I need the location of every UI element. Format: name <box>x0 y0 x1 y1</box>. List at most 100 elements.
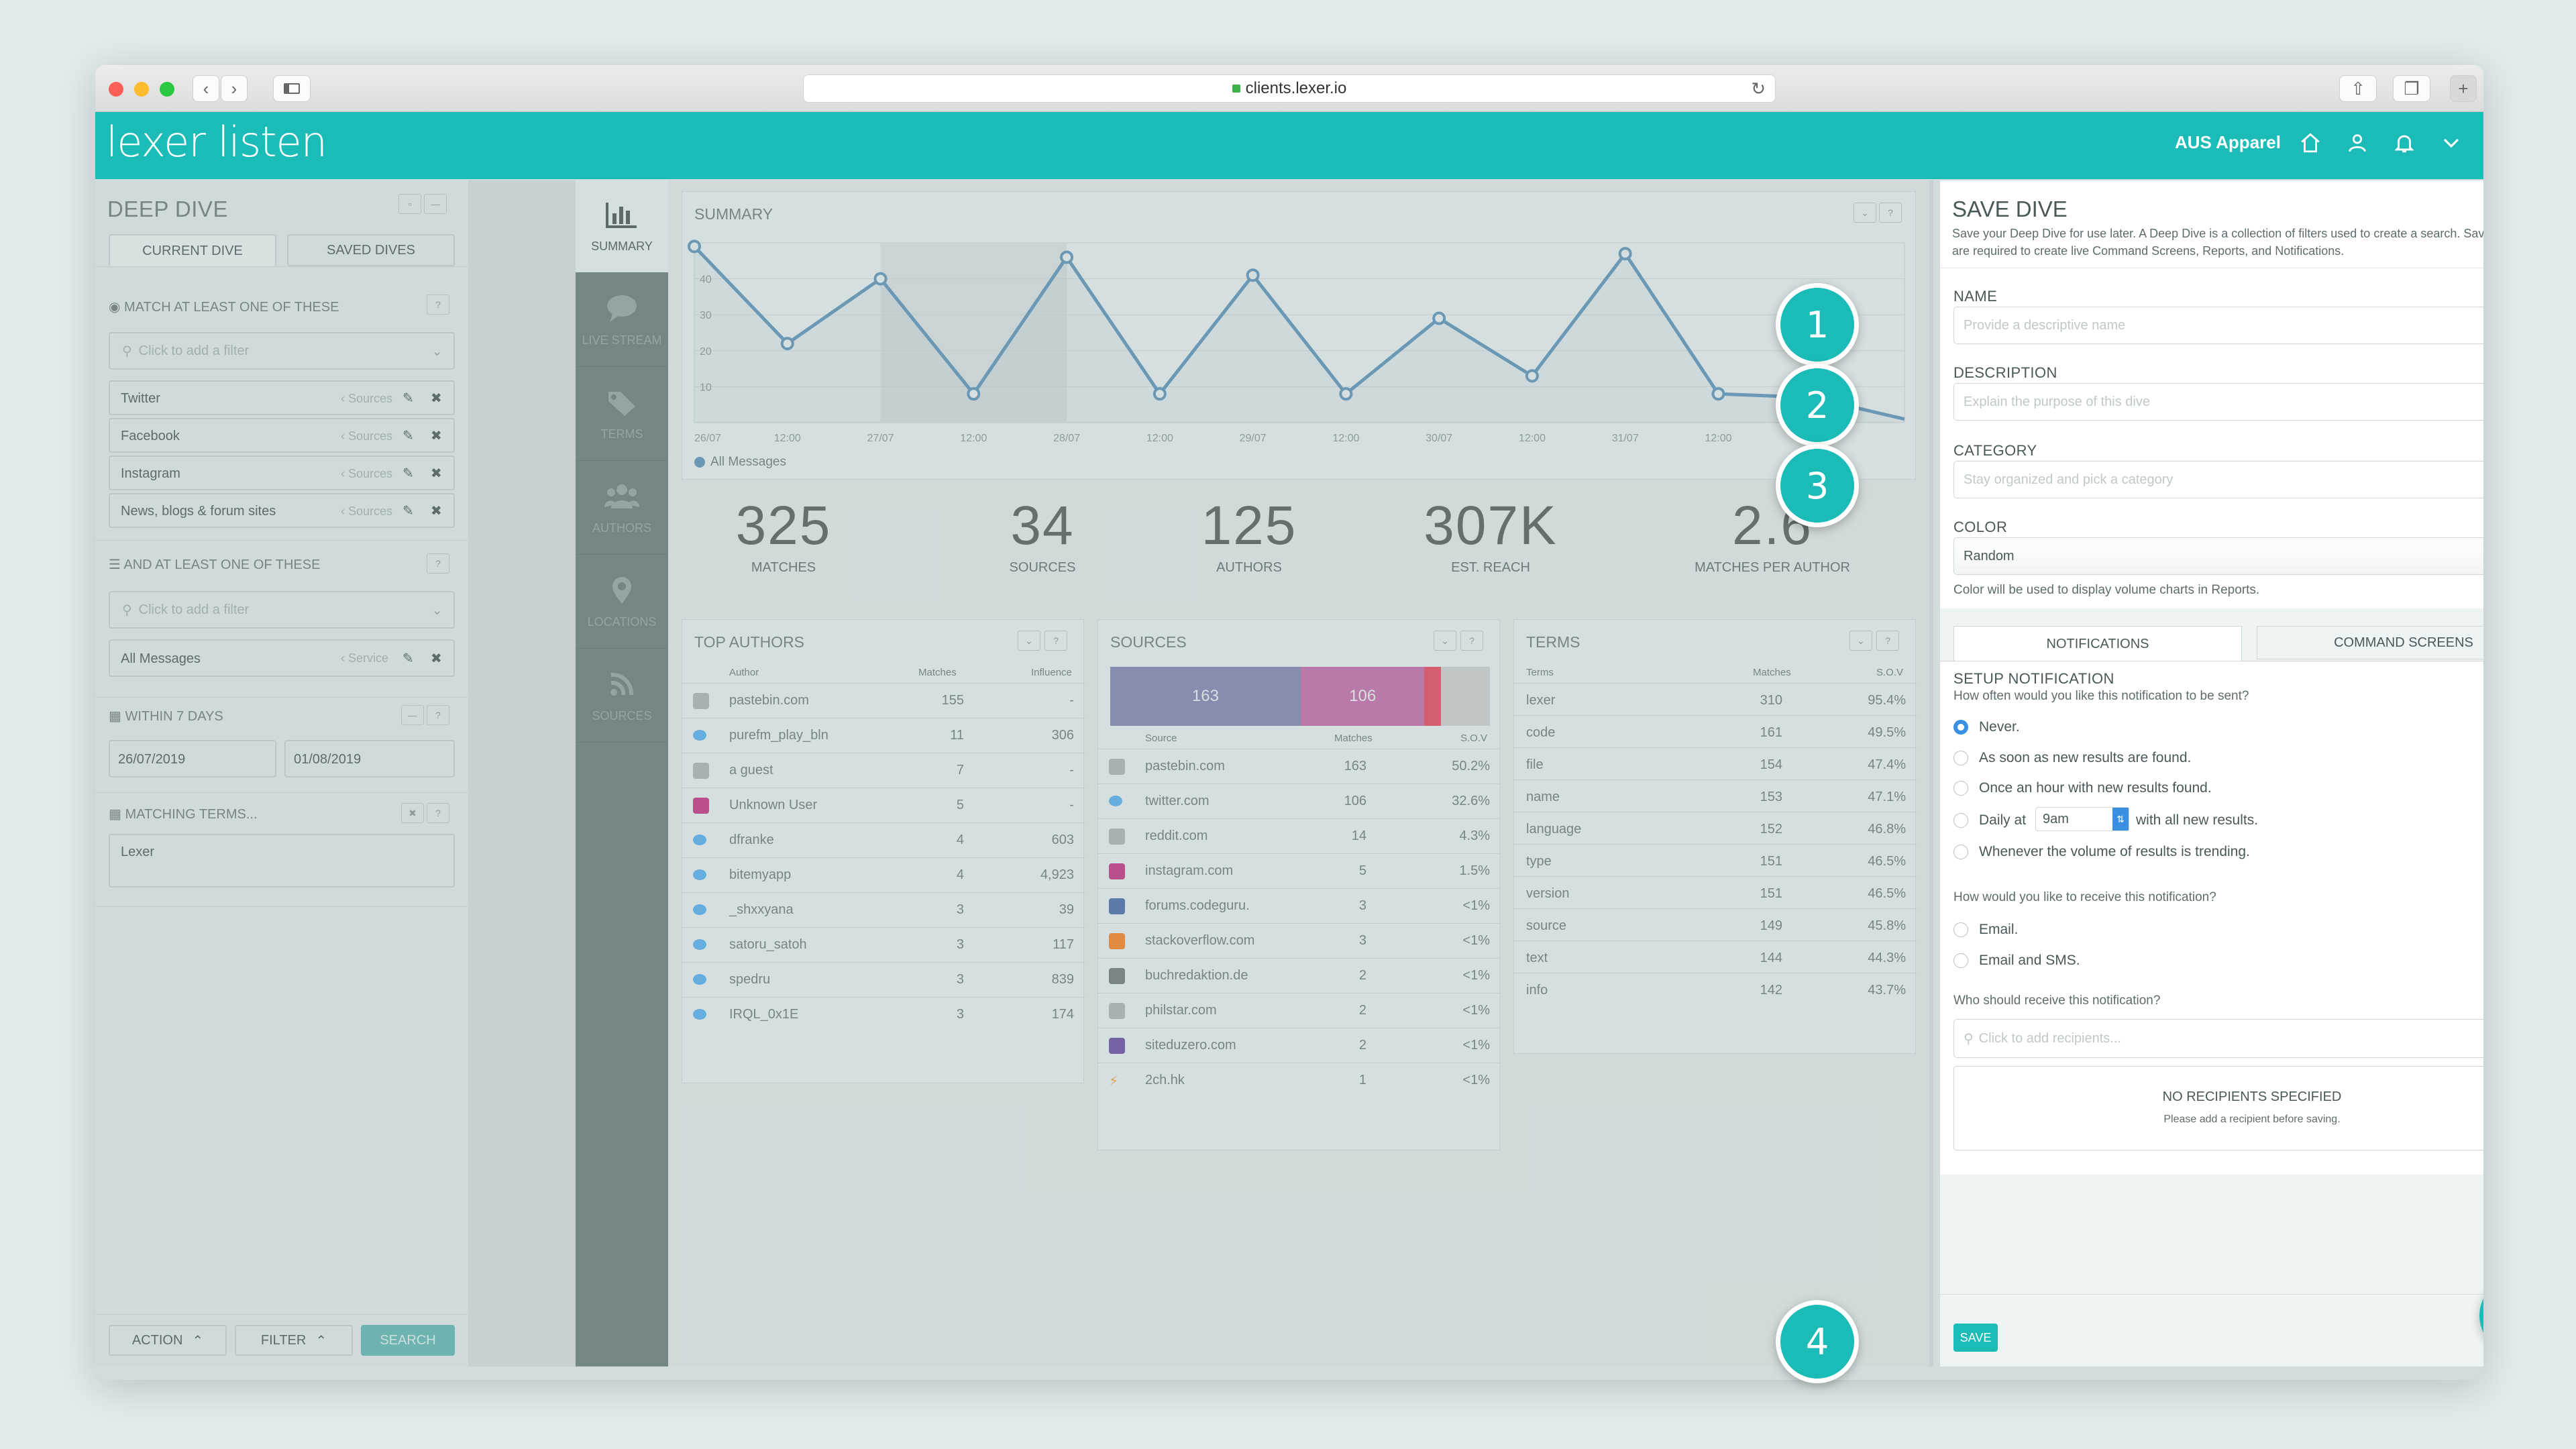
source-filter-input[interactable]: ⚲ Click to add a filter ⌄ <box>109 332 455 370</box>
back-button[interactable]: ‹ <box>193 75 219 102</box>
frequency-radio[interactable] <box>1953 751 1968 765</box>
remove-icon[interactable]: ✖ <box>431 504 442 519</box>
minimize-window-button[interactable] <box>134 82 149 97</box>
table-row[interactable]: file 154 47.4% <box>1514 747 1917 780</box>
table-row[interactable]: info 142 43.7% <box>1514 973 1917 1005</box>
sources-bar-segment[interactable]: 163 <box>1110 667 1301 726</box>
table-row[interactable]: philstar.com 2 <1% <box>1098 993 1501 1028</box>
pencil-icon[interactable]: ✎ <box>402 466 414 481</box>
matching-terms-textarea[interactable]: Lexer <box>109 834 455 888</box>
sources-bar-segment[interactable] <box>1440 667 1490 726</box>
bell-icon[interactable] <box>2390 128 2419 158</box>
tab-command-screens[interactable]: COMMAND SCREENS <box>2257 626 2483 659</box>
table-row[interactable]: source 149 45.8% <box>1514 908 1917 941</box>
table-row[interactable]: language 152 46.8% <box>1514 812 1917 844</box>
chevron-down-icon[interactable]: ⌄ <box>1434 631 1456 651</box>
sidebar-toggle-button[interactable] <box>273 75 311 102</box>
logo[interactable]: lexer listen <box>106 117 327 166</box>
nav-sources[interactable]: SOURCES <box>576 650 668 743</box>
table-row[interactable]: IRQL_0x1E 3 174 <box>682 997 1085 1032</box>
source-filter-item[interactable]: Instagram ‹ Sources ✎ ✖ <box>109 455 455 490</box>
table-row[interactable]: instagram.com 5 1.5% <box>1098 853 1501 888</box>
table-row[interactable]: purefm_play_bln 11 306 <box>682 718 1085 753</box>
table-row[interactable]: reddit.com 14 4.3% <box>1098 818 1501 853</box>
frequency-option-label[interactable]: Whenever the volume of results is trendi… <box>1979 844 2250 859</box>
frequency-radio[interactable] <box>1953 720 1968 735</box>
help-button[interactable]: ? <box>1460 631 1483 651</box>
user-icon[interactable] <box>2343 128 2372 158</box>
pencil-icon[interactable]: ✎ <box>402 429 414 443</box>
nav-authors[interactable]: AUTHORS <box>576 462 668 555</box>
collapse-panel-button[interactable]: — <box>424 194 447 214</box>
table-row[interactable]: forums.codeguru. 3 <1% <box>1098 888 1501 923</box>
chevron-down-icon[interactable] <box>2436 128 2466 158</box>
reload-icon[interactable]: ↻ <box>1751 78 1766 99</box>
close-window-button[interactable] <box>109 82 123 97</box>
frequency-option-label[interactable]: Once an hour with new results found. <box>1979 780 2212 796</box>
forward-button[interactable]: › <box>221 75 248 102</box>
source-filter-item[interactable]: Twitter ‹ Sources ✎ ✖ <box>109 380 455 415</box>
table-row[interactable]: type 151 46.5% <box>1514 844 1917 876</box>
summary-line-chart[interactable]: 10 20 30 40 26/07 12:00 27/07 12:00 28/07 12:00 29… <box>682 192 1917 467</box>
date-to-field[interactable]: 01/08/2019 <box>284 740 455 777</box>
help-button[interactable]: ? <box>427 705 449 725</box>
table-row[interactable]: twitter.com 106 32.6% <box>1098 784 1501 818</box>
receive-radio[interactable] <box>1953 953 1968 968</box>
date-from-field[interactable]: 26/07/2019 <box>109 740 276 777</box>
category-field[interactable]: Stay organized and pick a category <box>1953 461 2483 498</box>
collapse-button[interactable]: — <box>401 705 424 725</box>
table-row[interactable]: lexer 310 95.4% <box>1514 683 1917 715</box>
maximize-window-button[interactable] <box>160 82 174 97</box>
action-button[interactable]: ACTION ⌃ <box>109 1325 227 1356</box>
daily-time-select[interactable]: 9am ⇅ <box>2035 807 2129 831</box>
table-row[interactable]: code 161 49.5% <box>1514 715 1917 747</box>
nav-terms[interactable]: TERMS <box>576 368 668 461</box>
search-button[interactable]: SEARCH <box>361 1325 455 1356</box>
nav-locations[interactable]: LOCATIONS <box>576 556 668 649</box>
remove-icon[interactable]: ✖ <box>431 391 442 406</box>
minimize-panel-button[interactable]: ▫ <box>398 194 421 214</box>
frequency-option-label[interactable]: As soon as new results are found. <box>1979 750 2192 765</box>
sources-stacked-bar[interactable]: 163 106 <box>1110 667 1490 726</box>
table-row[interactable]: a guest 7 - <box>682 753 1085 788</box>
pencil-icon[interactable]: ✎ <box>402 391 414 406</box>
frequency-radio[interactable] <box>1953 845 1968 859</box>
help-button[interactable]: ? <box>1879 203 1902 223</box>
help-button[interactable]: ? <box>1876 631 1899 651</box>
new-tab-button[interactable]: + <box>2450 75 2477 102</box>
home-icon[interactable] <box>2296 128 2325 158</box>
table-row[interactable]: pastebin.com 155 - <box>682 683 1085 718</box>
nav-summary[interactable]: SUMMARY <box>576 180 668 273</box>
chevron-down-icon[interactable]: ⌄ <box>1854 203 1876 223</box>
tab-current-dive[interactable]: CURRENT DIVE <box>109 234 276 266</box>
table-row[interactable]: text 144 44.3% <box>1514 941 1917 973</box>
service-filter-input[interactable]: ⚲ Click to add a filter ⌄ <box>109 591 455 629</box>
pencil-icon[interactable]: ✎ <box>402 504 414 519</box>
help-button[interactable]: ? <box>427 553 449 574</box>
remove-icon[interactable]: ✖ <box>431 429 442 443</box>
source-filter-item[interactable]: News, blogs & forum sites ‹ Sources ✎ ✖ <box>109 493 455 528</box>
help-button[interactable]: ? <box>1044 631 1067 651</box>
table-row[interactable]: spedru 3 839 <box>682 962 1085 997</box>
table-row[interactable]: stackoverflow.com 3 <1% <box>1098 923 1501 958</box>
pencil-icon[interactable]: ✎ <box>402 651 414 666</box>
recipients-input[interactable]: ⚲ Click to add recipients... ⌃ <box>1953 1019 2483 1058</box>
chat-widget-button[interactable] <box>2479 1278 2483 1353</box>
table-row[interactable]: pastebin.com 163 50.2% <box>1098 749 1501 784</box>
frequency-radio[interactable] <box>1953 813 1968 828</box>
tab-notifications[interactable]: NOTIFICATIONS <box>1953 626 2242 662</box>
chevron-down-icon[interactable]: ⌄ <box>1849 631 1872 651</box>
table-row[interactable]: name 153 47.1% <box>1514 780 1917 812</box>
frequency-radio[interactable] <box>1953 781 1968 796</box>
chevron-down-icon[interactable]: ⌄ <box>1018 631 1040 651</box>
receive-radio[interactable] <box>1953 922 1968 937</box>
service-filter-item[interactable]: All Messages ‹ Service ✎ ✖ <box>109 639 455 677</box>
sources-bar-segment[interactable] <box>1424 667 1441 726</box>
receive-option-label[interactable]: Email. <box>1979 922 2019 937</box>
tabs-button[interactable]: ❐ <box>2393 75 2430 102</box>
name-field[interactable]: Provide a descriptive name <box>1953 307 2483 344</box>
table-row[interactable]: ⚡ 2ch.hk 1 <1% <box>1098 1063 1501 1097</box>
source-filter-item[interactable]: Facebook ‹ Sources ✎ ✖ <box>109 418 455 453</box>
nav-live-stream[interactable]: LIVE STREAM <box>576 274 668 367</box>
remove-button[interactable]: ✖ <box>401 803 424 823</box>
